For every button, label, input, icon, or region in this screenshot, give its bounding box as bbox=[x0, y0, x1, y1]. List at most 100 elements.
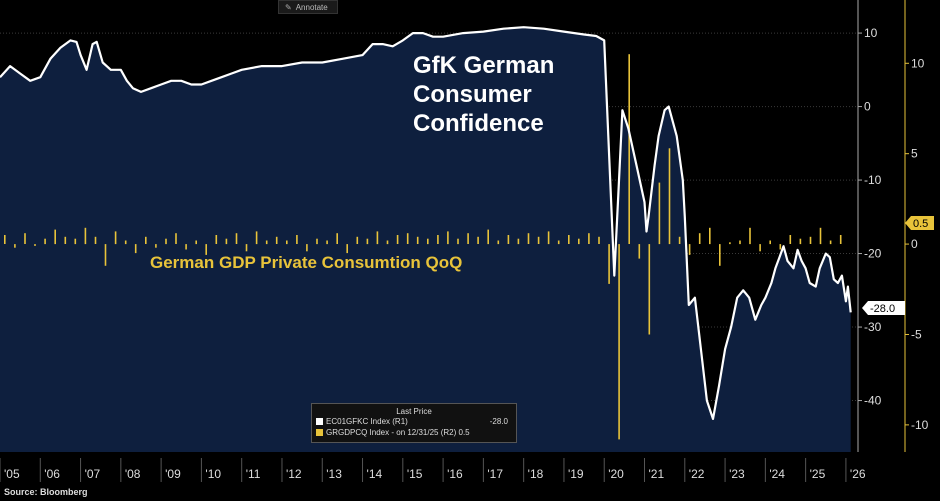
x-tick-label: '21 bbox=[649, 467, 665, 481]
gdp-bar bbox=[205, 244, 207, 255]
x-axis: '05 '06 '07 '08 '09 '10 '11 '12 '13 '14 '15 '16 '17 '… bbox=[0, 458, 866, 482]
x-tick-label: '08 bbox=[125, 467, 141, 481]
gdp-bar bbox=[477, 236, 479, 244]
x-tick-label: '07 bbox=[85, 467, 101, 481]
gdp-bar bbox=[356, 236, 359, 244]
gdp-bar bbox=[346, 244, 348, 254]
x-tick-label: '19 bbox=[568, 467, 584, 481]
gdp-bar bbox=[134, 244, 137, 254]
gdp-bar bbox=[84, 227, 87, 245]
gdp-bar bbox=[14, 244, 16, 248]
legend-item-name: EC01GFKC Index (R1) bbox=[326, 417, 408, 426]
gdp-bar bbox=[537, 236, 540, 244]
r1-last-price-tag: -28.0 bbox=[862, 301, 905, 315]
gdp-bar bbox=[94, 236, 97, 244]
gdp-bar bbox=[165, 238, 167, 245]
r1-last-price: -28.0 bbox=[870, 303, 895, 315]
gdp-bar bbox=[628, 54, 630, 245]
legend-item: EC01GFKC Index (R1) -28.0 bbox=[312, 416, 516, 427]
gdp-bar bbox=[668, 148, 671, 245]
x-tick-label: '10 bbox=[205, 467, 221, 481]
gdp-bar bbox=[215, 235, 218, 244]
gdp-bar bbox=[185, 244, 187, 250]
annotate-button[interactable]: ✎ Annotate bbox=[278, 0, 338, 14]
x-tick-label: '24 bbox=[769, 467, 785, 481]
gdp-bar bbox=[306, 244, 308, 252]
gdp-bar bbox=[155, 244, 157, 248]
gdp-bar bbox=[739, 240, 741, 245]
x-tick-label: '14 bbox=[367, 467, 383, 481]
gdp-bar bbox=[749, 227, 751, 245]
legend-swatch-yellow bbox=[316, 429, 323, 436]
gdp-bar bbox=[195, 240, 197, 245]
x-tick-label: '15 bbox=[407, 467, 423, 481]
gdp-bar bbox=[688, 244, 691, 255]
r2-tick-label: -5 bbox=[911, 327, 922, 341]
gdp-bars bbox=[4, 54, 842, 440]
gdp-bar bbox=[386, 240, 389, 245]
gdp-bar bbox=[416, 236, 419, 244]
x-tick-label: '23 bbox=[729, 467, 745, 481]
gdp-bar bbox=[729, 242, 731, 245]
x-tick-label: '09 bbox=[165, 467, 181, 481]
gdp-bar bbox=[316, 238, 318, 245]
x-tick-label: '05 bbox=[4, 467, 20, 481]
x-tick-label: '26 bbox=[850, 467, 866, 481]
gdp-bar bbox=[618, 244, 620, 440]
gdp-bar bbox=[44, 238, 46, 245]
gdp-bar bbox=[376, 231, 379, 245]
gdp-bar bbox=[678, 236, 681, 244]
chart-title-line2: Consumer bbox=[413, 81, 532, 108]
gdp-bar bbox=[698, 233, 701, 244]
gdp-bar bbox=[396, 235, 399, 244]
gdp-bar bbox=[779, 244, 782, 250]
x-tick-label: '13 bbox=[326, 467, 342, 481]
gdp-bar bbox=[24, 233, 26, 244]
gdp-bar bbox=[578, 238, 580, 245]
gdp-bar bbox=[557, 240, 560, 245]
gdp-annotation: German GDP Private Consumtion QoQ bbox=[150, 253, 462, 272]
gdp-bar bbox=[104, 244, 107, 266]
r1-tick-label: -30 bbox=[864, 320, 882, 334]
gdp-bar bbox=[64, 236, 67, 244]
gdp-bar bbox=[809, 236, 812, 244]
x-tick-label: '18 bbox=[528, 467, 544, 481]
r1-tick-label: -40 bbox=[864, 394, 882, 408]
gdp-bar bbox=[326, 240, 328, 245]
chart-title-line3: Confidence bbox=[413, 110, 544, 137]
gdp-bar bbox=[286, 240, 288, 245]
gdp-bar bbox=[658, 182, 661, 245]
gdp-bar bbox=[839, 235, 842, 244]
r2-tick-label: 10 bbox=[911, 56, 925, 70]
gdp-bar bbox=[175, 233, 177, 244]
gdp-bar bbox=[296, 235, 298, 244]
r1-tick-label: 0 bbox=[864, 100, 871, 114]
legend: Last Price EC01GFKC Index (R1) -28.0 GRG… bbox=[311, 403, 517, 443]
gdp-bar bbox=[517, 238, 520, 245]
gdp-bar bbox=[829, 240, 832, 245]
gdp-bar bbox=[235, 233, 238, 244]
gdp-bar bbox=[719, 244, 721, 266]
gdp-bar bbox=[648, 244, 651, 335]
gdp-bar bbox=[406, 233, 409, 244]
r1-axis: 10 0 -10 -20 -30 -40 bbox=[858, 26, 882, 408]
legend-swatch-white bbox=[316, 418, 323, 425]
gdp-bar bbox=[447, 231, 449, 245]
gdp-bar bbox=[54, 229, 56, 245]
gdp-bar bbox=[366, 238, 369, 245]
r2-last-price-tag: 0.5 bbox=[905, 216, 934, 230]
confidence-area-fill bbox=[0, 27, 851, 452]
gdp-bar bbox=[598, 236, 600, 244]
gdp-bar bbox=[467, 233, 469, 244]
pencil-icon: ✎ bbox=[285, 2, 292, 12]
gdp-bar bbox=[568, 235, 570, 244]
gdp-bar bbox=[336, 233, 338, 244]
gdp-bar bbox=[497, 240, 500, 245]
gdp-bar bbox=[34, 244, 36, 246]
gdp-bar bbox=[245, 244, 248, 252]
r2-axis: 10 5 0 -5 -10 bbox=[904, 0, 929, 452]
gdp-bar bbox=[265, 240, 268, 245]
annotate-label: Annotate bbox=[295, 2, 328, 12]
x-tick-label: '22 bbox=[689, 467, 705, 481]
